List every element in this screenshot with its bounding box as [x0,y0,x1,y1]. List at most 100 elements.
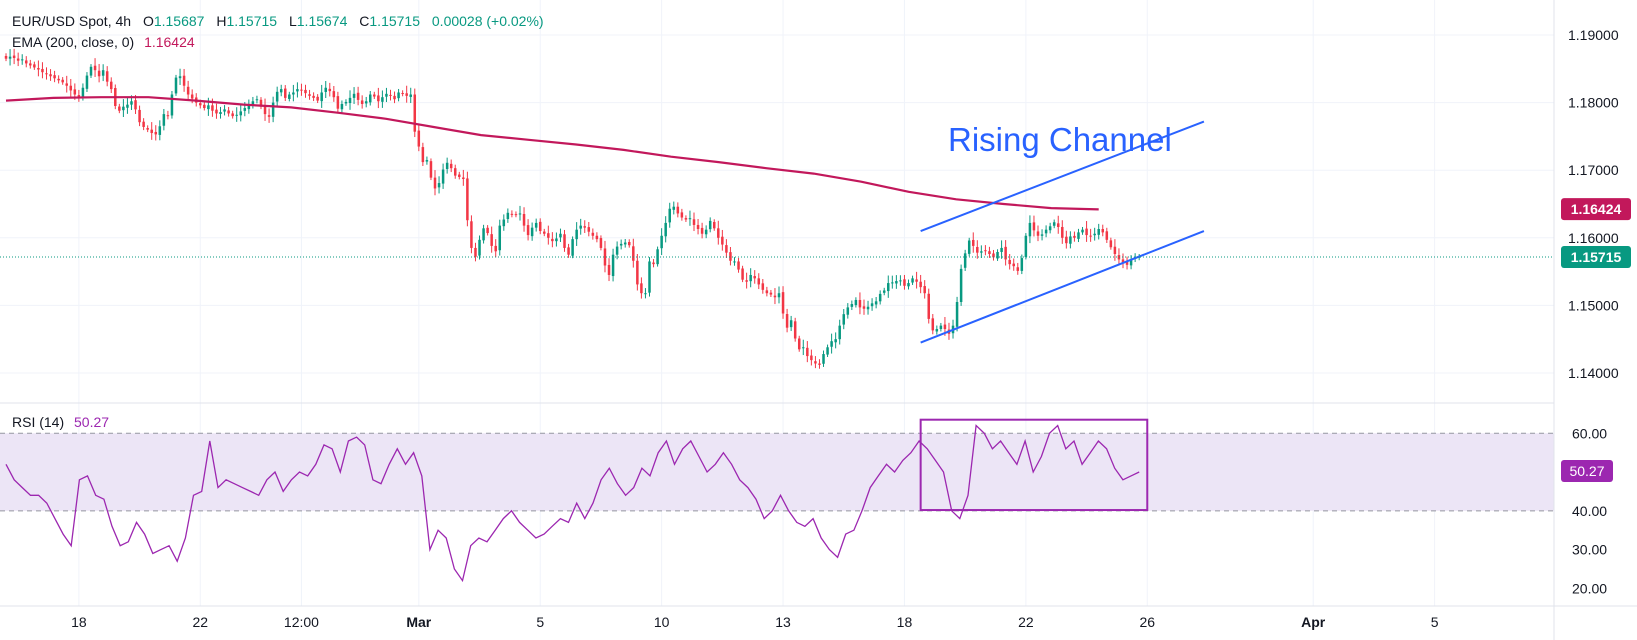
candle-body [603,248,607,266]
candle [842,309,846,330]
candle-body [344,101,348,104]
candle [652,259,655,268]
candle [324,80,327,99]
candle [458,171,461,180]
candle [514,211,518,218]
candle [437,176,441,194]
candle [498,219,502,256]
candle-body [1129,259,1133,266]
rsi-line [5,424,1140,583]
candle [992,249,995,261]
candle [818,359,821,369]
rsi-legend-label: RSI (14) [12,414,64,430]
candle [413,88,417,138]
candle [162,108,166,131]
candle [797,335,801,352]
candle [425,156,429,165]
candle-body [692,219,696,225]
candle-body [89,66,93,76]
candle [300,83,303,96]
candle-body [441,169,445,184]
candle [1000,240,1003,259]
time-axis[interactable]: 18 22 12:00 Mar 5 10 13 18 22 26 Apr 5 [71,614,1439,630]
price-pane[interactable]: Rising Channel [0,48,1554,369]
candle-body [478,239,481,256]
candle [1097,223,1100,240]
candle-body [984,250,987,252]
candle [830,333,833,354]
candle-body [967,240,971,254]
candle-body [247,104,251,110]
candle-body [1028,222,1032,237]
candle [858,292,862,315]
candle [870,298,874,311]
candle [1077,228,1080,243]
candle [61,77,64,85]
candle-body [69,85,73,91]
candle [109,77,113,93]
candle-body [482,228,485,241]
candle-body [368,94,372,103]
candle-body [336,96,340,109]
candle-body [389,94,392,96]
candle [733,257,736,266]
candle-body [704,229,708,235]
candle-body [510,213,514,215]
candle-body [150,129,153,134]
candle-body [579,225,582,229]
candle [16,52,20,67]
candle-body [109,81,113,90]
candle-body [16,58,20,61]
candle-body [502,219,506,227]
candle [251,96,255,109]
candle [530,222,534,241]
candle [700,222,704,239]
candle [344,99,348,106]
symbol-legend[interactable]: EUR/USD Spot, 4h O1.15687 H1.15715 L1.15… [12,13,544,50]
high-value: 1.15715 [226,13,277,29]
candle-body [757,278,761,285]
candle [854,297,858,308]
candle [1061,220,1064,244]
candle [1065,230,1068,249]
candle-body [725,245,728,253]
candle [1040,229,1044,241]
candle-body [490,234,493,246]
price-axis[interactable]: 1.19000 1.18000 1.17000 1.16000 1.15000 1.140… [1568,27,1619,381]
candle-body [231,113,234,117]
candle [57,75,60,84]
candle [1024,233,1028,260]
candle [526,219,530,241]
candle-body [1121,259,1125,263]
candle-body [644,293,647,295]
candle [12,48,16,65]
candle [615,241,619,260]
candle-body [696,224,700,230]
candle-body [93,65,97,71]
candle [186,80,190,100]
candle [753,270,756,284]
candle [470,215,473,254]
rsi-pane[interactable] [0,418,1554,583]
candle-body [761,283,765,290]
candle-body [1024,235,1028,257]
candle-body [802,347,805,349]
candle-body [219,112,222,114]
candle-body [1036,231,1040,236]
candle [279,84,283,97]
candle [89,64,93,79]
candle-body [360,100,364,104]
candle-body [348,97,352,104]
candle [1016,262,1020,275]
candle-body [105,71,109,82]
candle [712,219,716,231]
candle [814,356,817,369]
candle [215,103,218,119]
candle-body [688,218,692,220]
candle-body [494,245,497,252]
candle-body [4,55,8,59]
candle [668,202,671,228]
candle-body [543,231,546,234]
candle [717,220,720,245]
